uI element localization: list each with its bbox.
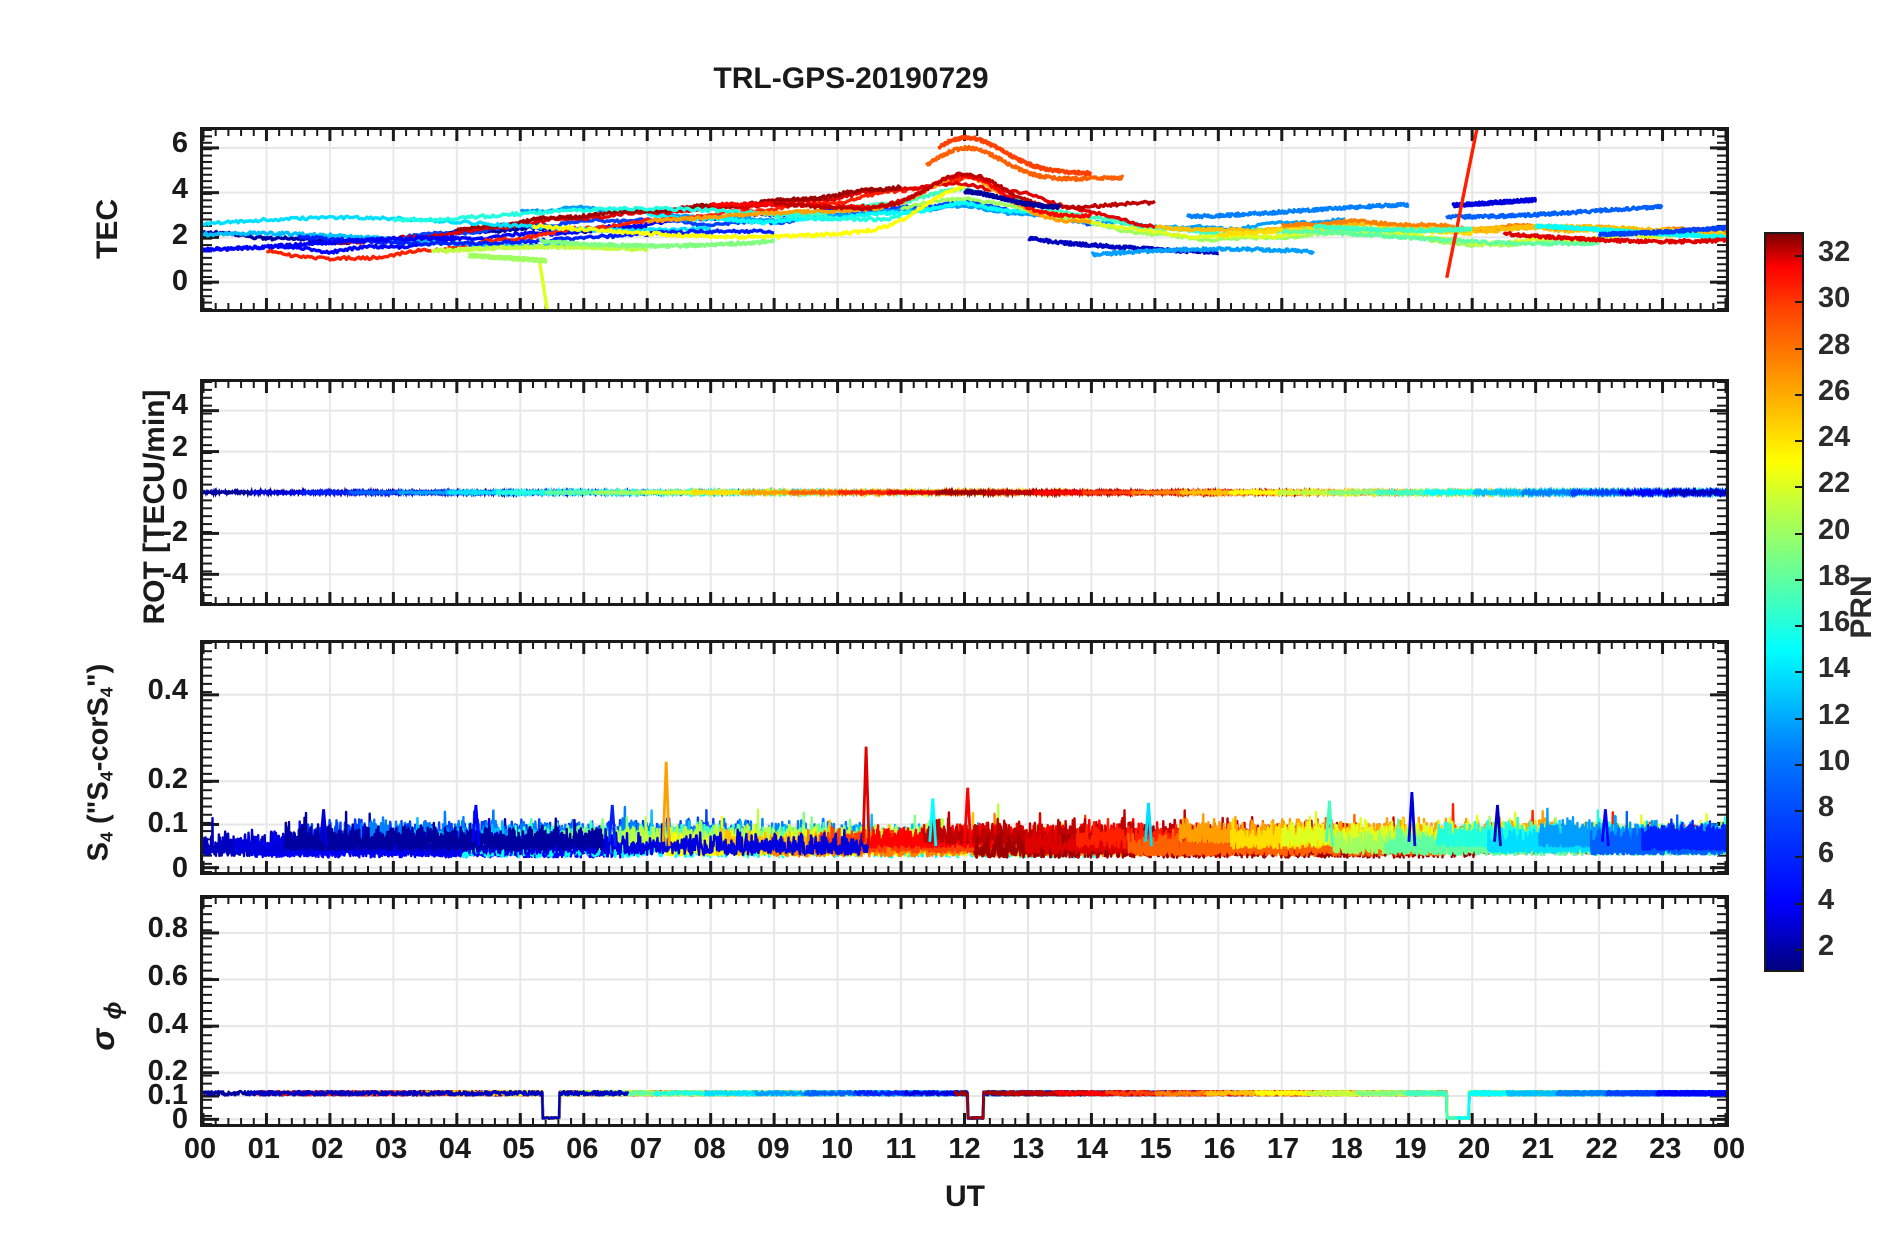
ytick-sigmaphi-1: 0.1 — [147, 1079, 188, 1112]
xtick-10: 10 — [820, 1133, 854, 1165]
colorbar-tick-6: 6 — [1818, 837, 1835, 870]
colorbar-tick-8: 8 — [1818, 791, 1835, 824]
colorbar-tick-14: 14 — [1818, 652, 1851, 685]
ytick-rot-2: 0 — [171, 473, 188, 506]
xtick-6: 06 — [566, 1133, 599, 1165]
ytick-tec-0: 0 — [171, 265, 188, 298]
colorbar-tick-30: 30 — [1818, 282, 1851, 315]
colorbar-tick-2: 2 — [1818, 929, 1835, 962]
colorbar-tick-4: 4 — [1818, 883, 1835, 916]
xtick-16: 16 — [1203, 1133, 1236, 1165]
xtick-3: 03 — [374, 1133, 408, 1165]
panel-rot — [200, 379, 1729, 606]
panel-sigmaphi — [200, 895, 1729, 1127]
panel-tec-plot — [203, 130, 1726, 309]
xtick-11: 11 — [885, 1133, 917, 1165]
ytick-tec-1: 2 — [171, 219, 188, 251]
ytick-s4-1: 0.1 — [147, 807, 188, 840]
panel-sigmaphi-plot — [203, 898, 1726, 1124]
xtick-5: 05 — [502, 1133, 535, 1165]
xtick-7: 07 — [629, 1133, 663, 1165]
panel-rot-plot — [203, 382, 1726, 603]
colorbar-tickmark-14 — [1795, 671, 1804, 674]
xtick-4: 04 — [438, 1133, 471, 1165]
xtick-9: 09 — [757, 1133, 790, 1165]
colorbar-tickmark-30 — [1795, 301, 1804, 304]
xtick-2: 02 — [311, 1133, 344, 1165]
ytick-s4-3: 0.4 — [147, 674, 188, 707]
xtick-8: 08 — [693, 1133, 726, 1165]
ytick-sigmaphi-4: 0.6 — [147, 959, 188, 992]
colorbar-tickmark-26 — [1795, 393, 1804, 396]
ytick-sigmaphi-0: 0 — [171, 1103, 188, 1136]
xlabel: UT — [945, 1180, 985, 1213]
colorbar-tickmark-6 — [1795, 856, 1804, 859]
xtick-0: 00 — [183, 1133, 217, 1165]
xtick-22: 22 — [1585, 1133, 1618, 1165]
colorbar-tick-16: 16 — [1818, 606, 1851, 639]
xtick-24: 00 — [1712, 1133, 1746, 1165]
ytick-sigmaphi-3: 0.4 — [147, 1007, 188, 1040]
ytick-s4-0: 0 — [171, 851, 188, 884]
colorbar-tickmark-16 — [1795, 625, 1804, 628]
figure-title: TRL-GPS-20190729 — [713, 62, 989, 95]
ytick-s4-2: 0.2 — [147, 762, 188, 795]
ytick-rot-4: 4 — [171, 389, 188, 422]
xtick-17: 17 — [1266, 1133, 1300, 1165]
colorbar-tickmark-4 — [1795, 902, 1804, 905]
colorbar-tickmark-28 — [1795, 347, 1804, 350]
panel-tec — [200, 127, 1729, 312]
panel-s4-plot — [203, 643, 1726, 872]
colorbar — [1764, 232, 1804, 972]
xtick-12: 12 — [948, 1133, 981, 1165]
colorbar-tickmark-20 — [1795, 532, 1804, 535]
colorbar-tick-22: 22 — [1818, 467, 1851, 500]
ytick-rot-3: 2 — [171, 431, 188, 464]
colorbar-tick-24: 24 — [1818, 421, 1851, 454]
colorbar-tickmark-22 — [1795, 486, 1804, 489]
colorbar-tickmark-32 — [1795, 255, 1804, 258]
ytick-rot-0: -4 — [162, 557, 188, 590]
xtick-13: 13 — [1012, 1133, 1045, 1165]
colorbar-tickmark-8 — [1795, 810, 1804, 813]
colorbar-tick-18: 18 — [1818, 559, 1851, 592]
ytick-sigmaphi-2: 0.2 — [147, 1055, 188, 1088]
xtick-20: 20 — [1458, 1133, 1491, 1165]
colorbar-tickmark-2 — [1795, 948, 1804, 951]
colorbar-tickmark-10 — [1795, 763, 1804, 766]
xtick-15: 15 — [1139, 1133, 1172, 1165]
xtick-18: 18 — [1330, 1133, 1363, 1165]
colorbar-gradient — [1766, 234, 1802, 970]
xtick-14: 14 — [1075, 1133, 1109, 1165]
panel-s4 — [200, 640, 1729, 875]
xtick-1: 01 — [247, 1133, 280, 1165]
colorbar-tickmark-18 — [1795, 578, 1804, 581]
colorbar-tick-32: 32 — [1818, 236, 1851, 269]
xtick-23: 23 — [1649, 1133, 1682, 1165]
ylabel-rot: ROT [TECU/min] — [138, 389, 171, 625]
colorbar-tickmark-12 — [1795, 717, 1804, 720]
ytick-tec-3: 6 — [171, 126, 188, 159]
ytick-tec-2: 4 — [171, 172, 188, 205]
ytick-sigmaphi-5: 0.8 — [147, 911, 188, 944]
colorbar-tick-20: 20 — [1818, 513, 1851, 546]
colorbar-tick-10: 10 — [1818, 744, 1851, 777]
xtick-21: 21 — [1521, 1133, 1554, 1165]
colorbar-tickmark-24 — [1795, 440, 1804, 443]
ytick-rot-1: -2 — [162, 515, 188, 548]
colorbar-tick-28: 28 — [1818, 328, 1851, 361]
colorbar-tick-12: 12 — [1818, 698, 1851, 731]
colorbar-tick-26: 26 — [1818, 374, 1851, 407]
xtick-19: 19 — [1394, 1133, 1427, 1165]
